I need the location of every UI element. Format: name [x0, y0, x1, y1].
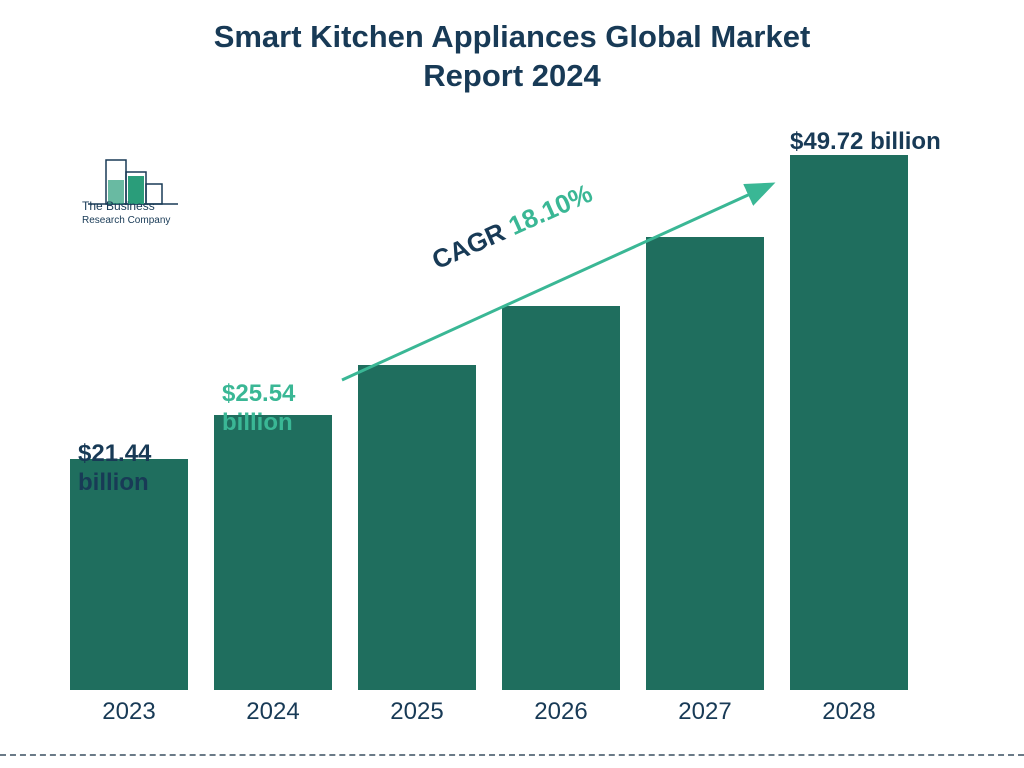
xlabel-2028: 2028: [790, 698, 908, 726]
xlabel-2027: 2027: [646, 698, 764, 726]
xlabel-2025: 2025: [358, 698, 476, 726]
x-axis-labels: 2023 2024 2025 2026 2027 2028: [70, 698, 940, 738]
xlabel-2026: 2026: [502, 698, 620, 726]
title-line1: Smart Kitchen Appliances Global Market: [214, 19, 811, 54]
final-value-text: $49.72 billion: [790, 128, 941, 155]
xlabel-2024: 2024: [214, 698, 332, 726]
xlabel-2023: 2023: [70, 698, 188, 726]
value-2023-line2: billion: [78, 469, 149, 496]
value-2024-label: $25.54 billion: [222, 380, 295, 438]
value-2024-line2: billion: [222, 409, 293, 436]
chart-title: Smart Kitchen Appliances Global Market R…: [0, 18, 1024, 96]
value-2024-line1: $25.54: [222, 380, 295, 407]
value-2023-label: $21.44 billion: [78, 440, 151, 498]
title-line2: Report 2024: [423, 58, 600, 93]
bottom-divider: [0, 754, 1024, 756]
value-2023-line1: $21.44: [78, 440, 151, 467]
final-value-label: $49.72 billion: [790, 128, 941, 157]
